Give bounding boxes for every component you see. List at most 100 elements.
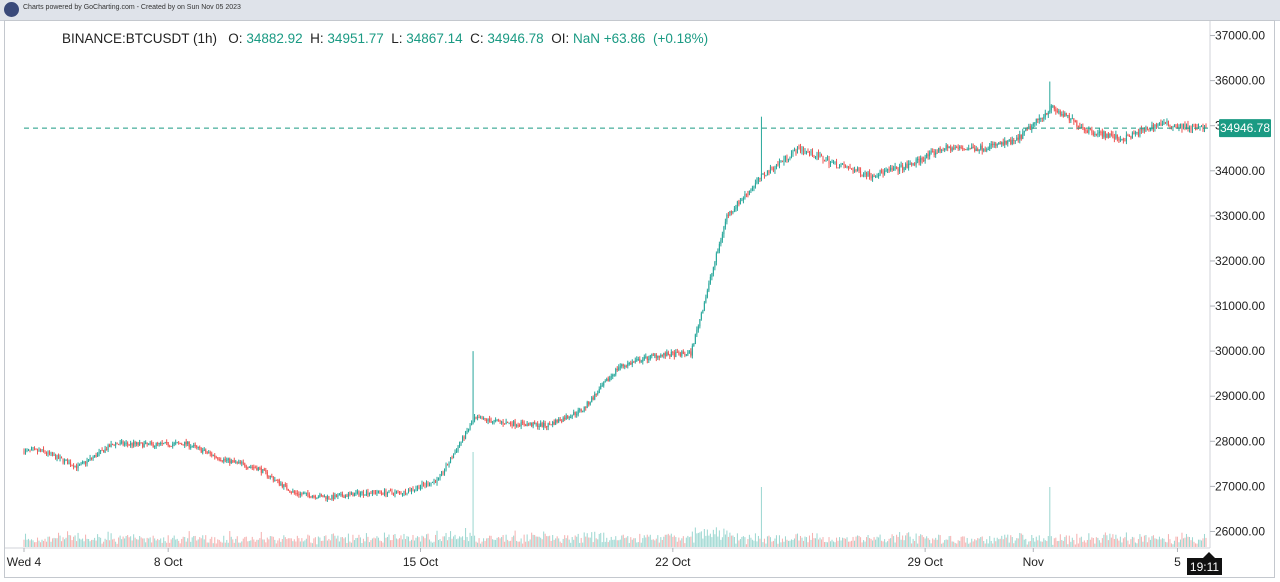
- volume-bar: [766, 536, 768, 547]
- volume-bar: [200, 538, 202, 547]
- candle-body: [86, 460, 88, 464]
- candle-body: [751, 187, 753, 190]
- volume-bar: [597, 539, 599, 547]
- candle-body: [600, 385, 602, 390]
- volume-bar: [364, 541, 366, 547]
- oi-value: NaN: [572, 31, 600, 46]
- volume-bar: [160, 538, 162, 547]
- volume-bar: [603, 532, 605, 547]
- volume-bar: [631, 539, 633, 547]
- volume-bar: [1107, 540, 1109, 547]
- volume-bar: [1022, 534, 1024, 547]
- candle-body: [274, 479, 276, 481]
- candle-body: [397, 491, 399, 493]
- candle-body: [882, 172, 884, 175]
- volume-bar: [863, 540, 865, 547]
- chart-frame[interactable]: [4, 20, 1275, 578]
- volume-bar: [92, 539, 94, 547]
- volume-bar: [574, 535, 576, 547]
- volume-bar: [1136, 543, 1138, 547]
- volume-bar: [1062, 540, 1064, 547]
- candle-body: [341, 493, 343, 497]
- candle-body: [406, 493, 408, 495]
- volume-bar: [651, 539, 653, 547]
- volume-bar: [224, 542, 226, 547]
- volume-bar: [702, 538, 704, 547]
- candle-body: [202, 450, 204, 453]
- candle-body: [649, 355, 651, 360]
- volume-bar: [1100, 542, 1102, 547]
- candle-body: [894, 166, 896, 169]
- candle-body: [211, 453, 213, 456]
- candle-body: [993, 143, 995, 145]
- volume-bar: [1161, 538, 1163, 547]
- volume-bar: [462, 536, 464, 547]
- candle-body: [287, 489, 289, 491]
- volume-bar: [247, 541, 249, 547]
- candle-body: [215, 456, 217, 458]
- price-axis[interactable]: 37000.0036000.0035000.0034000.0033000.00…: [1210, 29, 1265, 539]
- candle-body: [915, 159, 917, 165]
- volume-bar: [406, 536, 408, 547]
- volume-bar: [739, 539, 741, 547]
- volume-bar: [849, 541, 851, 547]
- volume-bar: [517, 541, 519, 547]
- volume-bar: [753, 540, 755, 547]
- volume-bar: [289, 538, 291, 547]
- volume-bar: [170, 539, 172, 547]
- candle-body: [428, 484, 431, 486]
- volume-bar: [703, 529, 705, 547]
- volume-bar: [896, 534, 898, 547]
- volume-bar: [124, 538, 126, 547]
- candle-body: [547, 423, 549, 428]
- candle-body: [349, 493, 351, 495]
- volume-bar: [947, 539, 949, 547]
- candle-body: [738, 201, 740, 205]
- candle-body: [91, 457, 93, 459]
- volume-bar: [745, 544, 747, 547]
- candle-body: [736, 201, 738, 208]
- volume-bar: [232, 539, 234, 547]
- candle-body: [1100, 131, 1102, 133]
- candle-body: [47, 451, 49, 455]
- candle-body: [1068, 115, 1070, 121]
- candle-body: [377, 490, 379, 493]
- volume-bar: [948, 536, 950, 547]
- volume-bar: [1148, 537, 1150, 547]
- candle-body: [559, 419, 561, 421]
- candle-body: [176, 442, 178, 444]
- candle-body: [567, 415, 569, 418]
- volume-bar: [1140, 536, 1142, 547]
- volume-bar: [775, 535, 777, 547]
- candle-body: [866, 172, 868, 177]
- candle-body: [457, 446, 459, 451]
- volume-bar: [495, 539, 497, 547]
- volume-bar: [1194, 543, 1197, 547]
- volume-bar: [353, 540, 355, 547]
- candle-body: [1101, 131, 1103, 137]
- volume-bar: [256, 539, 258, 547]
- candle-body: [70, 462, 72, 466]
- candle-body: [74, 465, 76, 468]
- volume-bar: [673, 535, 675, 547]
- volume-bar: [893, 536, 895, 547]
- candle-body: [577, 409, 579, 415]
- candle-body: [872, 175, 874, 179]
- volume-bar: [121, 539, 123, 547]
- candle-body: [305, 492, 307, 494]
- volume-bar: [666, 534, 668, 547]
- volume-bar: [801, 537, 803, 547]
- volume-bar: [1032, 538, 1034, 547]
- volume-bar: [386, 536, 388, 547]
- candle-body: [839, 165, 841, 168]
- candle-body: [447, 464, 449, 466]
- candle-body: [1038, 118, 1040, 121]
- time-axis-tick-label: Nov: [1023, 555, 1044, 569]
- candle-body: [217, 457, 219, 460]
- volume-bar: [184, 537, 186, 547]
- volume-bar: [146, 537, 148, 547]
- volume-bar: [238, 542, 240, 547]
- candle-body: [709, 276, 711, 284]
